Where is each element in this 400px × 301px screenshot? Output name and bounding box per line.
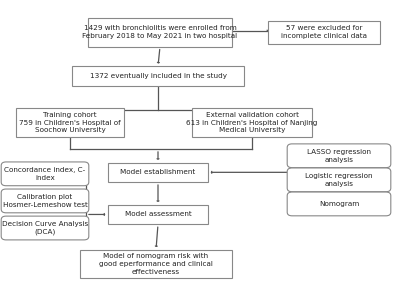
Text: Model assessment: Model assessment: [125, 212, 191, 217]
FancyBboxPatch shape: [268, 21, 380, 44]
FancyBboxPatch shape: [80, 250, 232, 278]
Text: Calibration plot
Hosmer-Lemeshow test: Calibration plot Hosmer-Lemeshow test: [2, 194, 88, 208]
Text: Model of nomogram risk with
good eperformance and clinical
effectiveness: Model of nomogram risk with good eperfor…: [99, 253, 213, 275]
FancyBboxPatch shape: [1, 162, 89, 186]
Text: External validation cohort
613 in Children's Hospital of Nanjing
Medical Univers: External validation cohort 613 in Childr…: [186, 112, 318, 133]
Text: 1429 with bronchiolitis were enrolled from
February 2018 to May 2021 in two hosp: 1429 with bronchiolitis were enrolled fr…: [82, 26, 238, 39]
FancyBboxPatch shape: [72, 66, 244, 86]
FancyBboxPatch shape: [88, 18, 232, 47]
FancyBboxPatch shape: [192, 108, 312, 137]
FancyBboxPatch shape: [16, 108, 124, 137]
FancyBboxPatch shape: [108, 163, 208, 182]
FancyBboxPatch shape: [287, 168, 391, 192]
Text: 1372 eventually included in the study: 1372 eventually included in the study: [90, 73, 226, 79]
FancyBboxPatch shape: [1, 189, 89, 213]
FancyBboxPatch shape: [108, 205, 208, 224]
Text: Decision Curve Analysis
(DCA): Decision Curve Analysis (DCA): [2, 221, 88, 235]
FancyBboxPatch shape: [287, 192, 391, 216]
FancyBboxPatch shape: [287, 144, 391, 168]
Text: LASSO regression
analysis: LASSO regression analysis: [307, 149, 371, 163]
Text: Training cohort
759 in Children's Hospital of
Soochow University: Training cohort 759 in Children's Hospit…: [19, 112, 121, 133]
FancyBboxPatch shape: [1, 216, 89, 240]
Text: Concordance index, C-
index: Concordance index, C- index: [4, 167, 86, 181]
Text: 57 were excluded for
incomplete clinical data: 57 were excluded for incomplete clinical…: [281, 26, 367, 39]
Text: Logistic regression
analysis: Logistic regression analysis: [305, 173, 373, 187]
Text: Nomogram: Nomogram: [319, 201, 359, 207]
Text: Model establishment: Model establishment: [120, 169, 196, 175]
